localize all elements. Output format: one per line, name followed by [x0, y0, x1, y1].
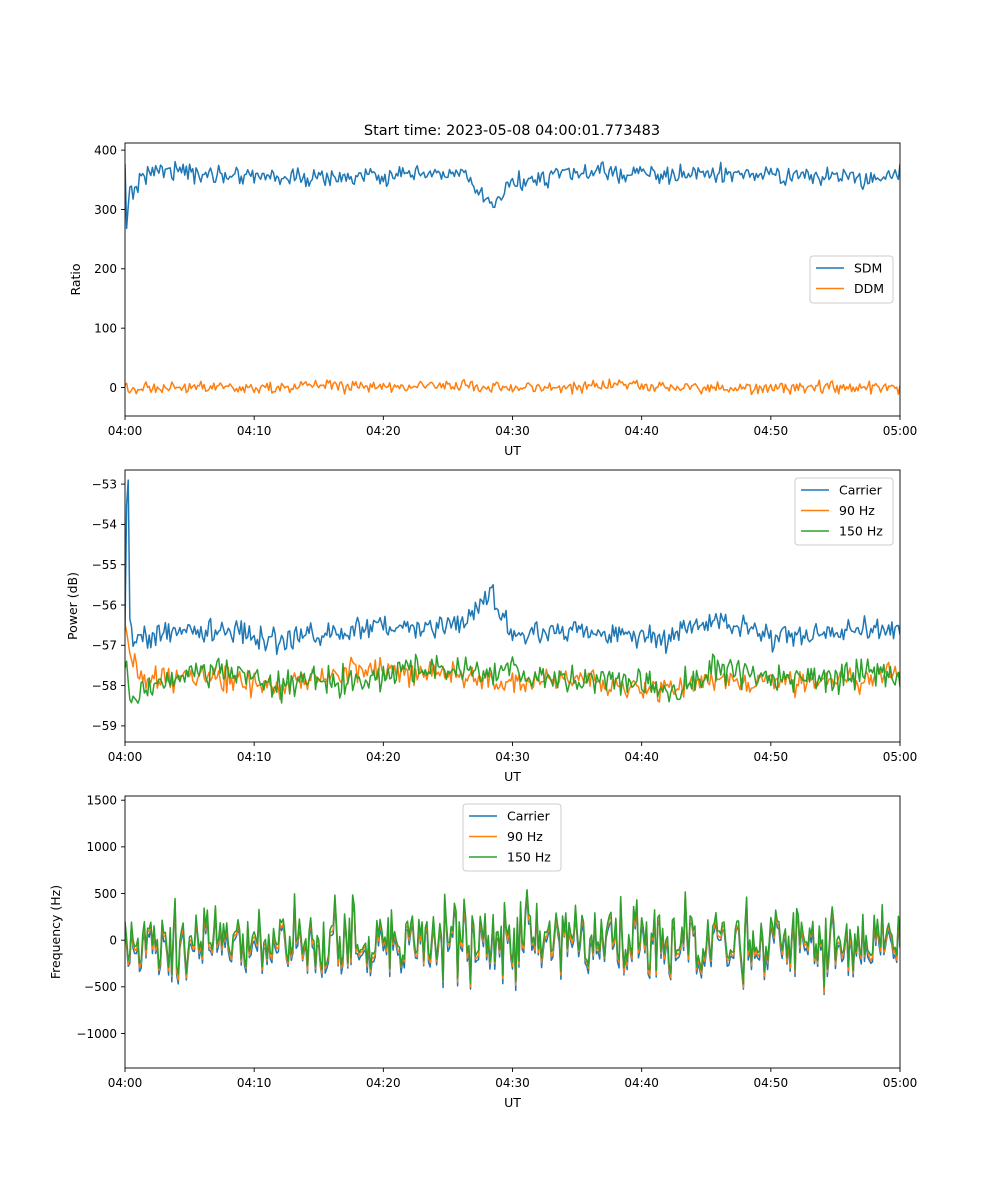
x-axis-label: UT — [504, 769, 521, 784]
legend-box — [462, 803, 562, 872]
series-line-150-hz — [125, 889, 900, 988]
y-tick-label: −500 — [84, 980, 117, 994]
y-tick-label: 500 — [94, 887, 117, 901]
legend-label: Carrier — [839, 482, 883, 497]
y-tick-label: −58 — [92, 679, 117, 693]
x-axis-label: UT — [504, 443, 521, 458]
y-tick-label: 200 — [94, 262, 117, 276]
legend: Carrier 90 Hz 150 Hz — [462, 803, 562, 872]
x-tick-label: 04:50 — [754, 1076, 789, 1090]
x-tick-label: 04:30 — [495, 750, 530, 764]
y-tick-label: −56 — [92, 598, 117, 612]
y-tick-label: −59 — [92, 719, 117, 733]
x-tick-label: 04:50 — [754, 424, 789, 438]
x-tick-label: 04:00 — [108, 424, 143, 438]
series-line-90-hz — [125, 623, 900, 703]
legend-label: SDM — [854, 260, 882, 275]
legend: Carrier 90 Hz 150 Hz — [794, 477, 894, 546]
y-axis-label: Frequency (Hz) — [48, 885, 63, 979]
legend-label: 150 Hz — [839, 523, 883, 538]
series-line-carrier — [125, 479, 900, 656]
x-axis-label: UT — [504, 1095, 521, 1110]
x-tick-label: 04:00 — [108, 750, 143, 764]
y-tick-label: −53 — [92, 477, 117, 491]
x-tick-label: 05:00 — [883, 424, 918, 438]
y-tick-label: −57 — [92, 639, 117, 653]
legend: SDM DDM — [809, 255, 894, 304]
legend-box — [794, 477, 894, 546]
x-tick-label: 04:20 — [366, 424, 401, 438]
x-tick-label: 04:20 — [366, 750, 401, 764]
ratio-panel: 04:00 04:10 04:20 04:30 04:40 04:50 05:00 0 100 2… — [68, 142, 918, 458]
x-tick-label: 04:50 — [754, 750, 789, 764]
y-tick-label: −54 — [92, 518, 117, 532]
y-tick-label: 400 — [94, 143, 117, 157]
x-tick-label: 04:00 — [108, 1076, 143, 1090]
x-tick-label: 04:20 — [366, 1076, 401, 1090]
y-axis-label: Ratio — [68, 263, 83, 295]
legend-label: Carrier — [507, 808, 551, 823]
x-tick-label: 05:00 — [883, 750, 918, 764]
x-tick-label: 04:40 — [624, 424, 659, 438]
chart-title: Start time: 2023-05-08 04:00:01.773483 — [364, 123, 660, 139]
y-tick-label: −1000 — [76, 1027, 117, 1041]
legend-label: DDM — [854, 281, 884, 296]
y-tick-label: −55 — [92, 558, 117, 572]
series-line-150-hz — [125, 653, 900, 704]
x-tick-label: 04:10 — [237, 1076, 272, 1090]
power-panel: 04:00 04:10 04:20 04:30 04:40 04:50 05:00 −59 −5… — [65, 469, 918, 784]
legend-label: 90 Hz — [507, 829, 543, 844]
x-tick-label: 04:30 — [495, 424, 530, 438]
series-line-ddm — [125, 378, 900, 396]
legend-label: 90 Hz — [839, 503, 875, 518]
y-axis-label: Power (dB) — [65, 572, 80, 640]
series-line-sdm — [125, 160, 900, 230]
x-tick-label: 04:40 — [624, 1076, 659, 1090]
y-tick-label: 1500 — [86, 793, 117, 807]
y-tick-label: 1000 — [86, 840, 117, 854]
x-tick-label: 04:30 — [495, 1076, 530, 1090]
y-tick-label: 300 — [94, 203, 117, 217]
frequency-panel: 04:00 04:10 04:20 04:30 04:40 04:50 05:00 −1000… — [48, 793, 917, 1110]
x-tick-label: 04:10 — [237, 750, 272, 764]
legend-label: 150 Hz — [507, 849, 551, 864]
x-tick-label: 05:00 — [883, 1076, 918, 1090]
y-tick-label: 0 — [109, 381, 117, 395]
x-tick-label: 04:10 — [237, 424, 272, 438]
x-tick-label: 04:40 — [624, 750, 659, 764]
y-tick-label: 0 — [109, 933, 117, 947]
y-tick-label: 100 — [94, 321, 117, 335]
